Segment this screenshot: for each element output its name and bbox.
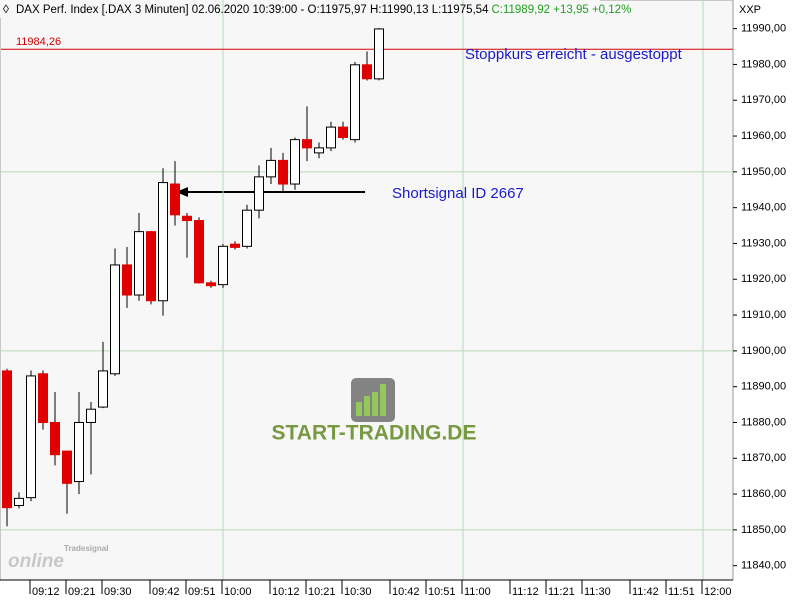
candle-body bbox=[38, 373, 48, 423]
candle-body bbox=[266, 159, 276, 178]
candle-body bbox=[134, 231, 144, 296]
logo-bar bbox=[372, 392, 378, 416]
candle-body bbox=[74, 421, 84, 483]
y-tick-label: 11880,00 bbox=[741, 416, 786, 428]
candle-body bbox=[86, 408, 96, 423]
candle-body bbox=[278, 159, 288, 185]
x-tick-label: 10:21 bbox=[308, 586, 336, 598]
candle-body bbox=[50, 421, 60, 456]
y-tick-label: 11990,00 bbox=[741, 23, 786, 35]
header-icon: ◊ bbox=[3, 2, 9, 16]
watermark-logo: START-TRADING.DE bbox=[272, 378, 477, 445]
candle-body bbox=[314, 147, 324, 154]
x-tick-label: 11:12 bbox=[512, 586, 539, 598]
candle-body bbox=[2, 370, 12, 509]
candle-body bbox=[374, 28, 384, 80]
x-tick-label: 11:51 bbox=[668, 586, 695, 598]
candle-body bbox=[26, 375, 36, 499]
y-tick-label: 11980,00 bbox=[741, 58, 786, 70]
candle-body bbox=[170, 183, 180, 216]
y-tick-label: 11840,00 bbox=[741, 560, 786, 572]
candle-body bbox=[326, 126, 336, 149]
candle-body bbox=[230, 243, 240, 248]
y-tick-label: 11900,00 bbox=[741, 345, 786, 357]
x-tick-label: 09:12 bbox=[32, 586, 60, 598]
reference-label: 11984,26 bbox=[16, 36, 61, 48]
y-tick-label: 11890,00 bbox=[741, 381, 786, 393]
y-tick-label: 11860,00 bbox=[741, 488, 786, 500]
arrow-head bbox=[176, 187, 188, 197]
y-tick-label: 11910,00 bbox=[741, 309, 786, 321]
x-tick-label: 09:51 bbox=[188, 586, 216, 598]
y-tick-label: 11950,00 bbox=[741, 166, 786, 178]
x-tick-label: 09:42 bbox=[152, 586, 180, 598]
candle-body bbox=[194, 220, 204, 284]
logo-text: START-TRADING.DE bbox=[272, 422, 477, 445]
candle-body bbox=[182, 215, 192, 222]
x-tick-label: 10:12 bbox=[272, 586, 300, 598]
x-tick-label: 11:30 bbox=[584, 586, 611, 598]
x-tick-label: 11:00 bbox=[464, 586, 491, 598]
candle-body bbox=[146, 231, 156, 302]
candle-body bbox=[98, 370, 108, 408]
candle-body bbox=[158, 182, 168, 302]
y-tick-label: 11940,00 bbox=[741, 202, 786, 214]
candle-body bbox=[14, 497, 24, 507]
annotation: Shortsignal ID 2667 bbox=[392, 185, 524, 202]
brand-top: Tradesignal bbox=[64, 544, 108, 553]
logo-bar bbox=[380, 384, 386, 416]
candle-body bbox=[350, 64, 360, 141]
candle-body bbox=[338, 126, 348, 138]
axis-name: XXP bbox=[739, 4, 761, 16]
y-tick-label: 11850,00 bbox=[741, 524, 786, 536]
y-tick-label: 11920,00 bbox=[741, 273, 786, 285]
x-tick-label: 10:42 bbox=[392, 586, 420, 598]
candle-body bbox=[62, 450, 72, 484]
y-tick-label: 11930,00 bbox=[741, 237, 786, 249]
annotation: Stoppkurs erreicht - ausgestoppt bbox=[465, 46, 683, 63]
signal-arrow bbox=[176, 187, 365, 197]
plot-area bbox=[0, 0, 734, 581]
candle-body bbox=[242, 209, 252, 247]
x-tick-label: 10:00 bbox=[224, 586, 252, 598]
candle-body bbox=[362, 64, 372, 80]
y-tick-label: 11960,00 bbox=[741, 130, 786, 142]
chart-title-quote: C:11989,92 +13,95 +0,12% bbox=[491, 4, 631, 16]
logo-bar bbox=[364, 396, 370, 416]
x-tick-label: 09:30 bbox=[104, 586, 132, 598]
brand-bottom: online bbox=[8, 551, 64, 572]
x-tick-label: 09:21 bbox=[68, 586, 96, 598]
candle-body bbox=[206, 282, 216, 287]
x-tick-label: 10:51 bbox=[428, 586, 456, 598]
x-tick-label: 12:00 bbox=[704, 586, 732, 598]
candle-body bbox=[254, 176, 264, 211]
chart-title: DAX Perf. Index [.DAX 3 Minuten] 02.06.2… bbox=[16, 4, 489, 16]
y-tick-label: 11870,00 bbox=[741, 452, 786, 464]
x-tick-label: 11:21 bbox=[548, 586, 575, 598]
candle-body bbox=[122, 264, 132, 296]
y-tick-label: 11970,00 bbox=[741, 94, 786, 106]
logo-bar bbox=[356, 402, 362, 416]
candle-body bbox=[302, 139, 312, 149]
x-tick-label: 10:30 bbox=[344, 586, 372, 598]
candle-body bbox=[110, 264, 120, 375]
header-bg bbox=[0, 0, 600, 18]
x-tick-label: 11:42 bbox=[632, 586, 659, 598]
candle-body bbox=[218, 245, 228, 286]
candle-body bbox=[290, 139, 300, 185]
